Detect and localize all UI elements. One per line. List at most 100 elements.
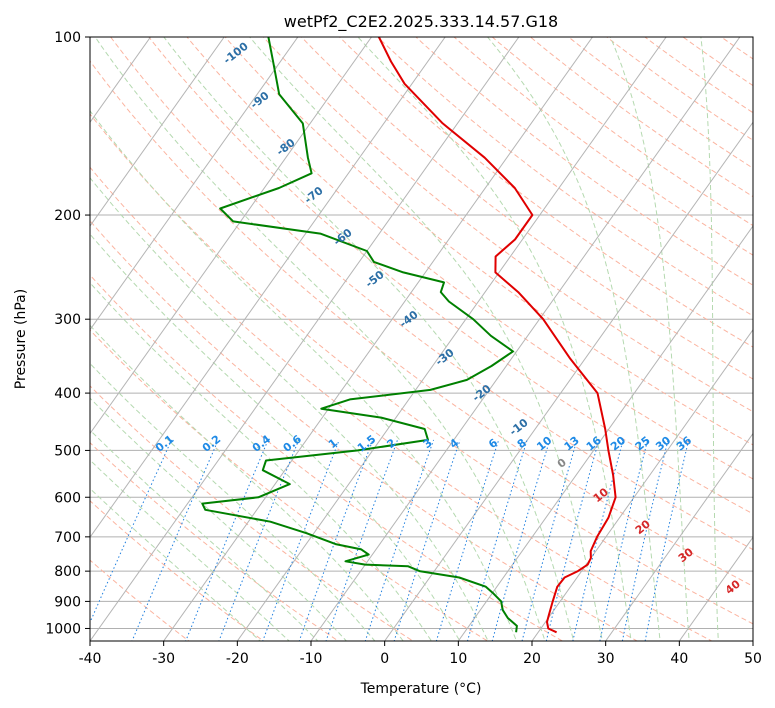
isotherm <box>90 37 299 331</box>
isotherm <box>605 432 753 641</box>
moist-adiabat <box>163 37 575 641</box>
mixing-ratio-label: 0.1 <box>153 433 176 455</box>
dry-adiabat <box>186 37 753 480</box>
moist-adiabat <box>90 487 261 641</box>
mixing-ratio-label: 6 <box>486 436 500 451</box>
moist-adiabat <box>90 110 518 641</box>
x-tick-label: 50 <box>744 651 762 667</box>
sounding-series <box>201 37 617 634</box>
isotherm <box>90 37 520 641</box>
moist-adiabat <box>700 37 719 641</box>
dry-adiabat <box>453 37 753 256</box>
dry-adiabat <box>90 113 753 625</box>
temperature-line <box>378 37 617 634</box>
y-axis: 100 200 300 400 500 600 700 800 900 1000 <box>45 30 90 637</box>
y-tick-label: 700 <box>54 530 81 546</box>
chart-title: wetPf2_C2E2.2025.333.14.57.G18 <box>284 12 558 32</box>
moist-adiabat-label: 40 <box>723 577 743 597</box>
moist-adiabat-label: 20 <box>633 517 653 537</box>
dry-adiabat <box>90 60 753 587</box>
isotherm <box>310 37 741 641</box>
moist-adiabat <box>609 37 690 641</box>
mixing-ratio-line <box>364 439 435 641</box>
dry-adiabat <box>529 37 753 198</box>
isotherm <box>0 24 13 653</box>
x-tick-label: -10 <box>300 651 323 667</box>
mixing-ratio-line <box>545 439 600 641</box>
dry-adiabat-label: -70 <box>302 184 326 207</box>
moist-adiabat <box>90 233 461 641</box>
isotherm <box>531 328 753 641</box>
mixing-ratio-line <box>466 439 528 641</box>
y-axis-title: Pressure (hPa) <box>13 289 29 389</box>
dry-adiabat-label: -80 <box>274 136 298 159</box>
mixing-ratio-line <box>325 439 398 641</box>
y-tick-label: 400 <box>54 386 81 402</box>
y-tick-label: 800 <box>54 564 81 580</box>
y-tick-label: 600 <box>54 490 81 506</box>
dry-adiabat <box>90 442 340 641</box>
dry-adiabat <box>90 274 564 641</box>
moist-adiabat-label: 10 <box>591 485 611 505</box>
dry-adiabat <box>148 37 753 515</box>
moist-adiabat <box>90 362 376 641</box>
dry-adiabat <box>740 24 775 653</box>
mixing-ratio-line <box>393 439 461 641</box>
moist-adiabat-label: 30 <box>676 545 696 565</box>
isotherm <box>90 37 373 435</box>
mixing-ratio-line <box>298 439 374 641</box>
mixing-ratio-line <box>218 439 300 641</box>
dry-adiabat-label: -90 <box>248 89 272 112</box>
mixing-ratio-line <box>521 439 578 641</box>
mixing-ratio-line <box>644 439 690 641</box>
y-tick-label: 500 <box>54 443 81 459</box>
mixing-ratio-label: 1.5 <box>355 433 378 455</box>
isotherm <box>752 640 753 641</box>
dry-adiabat <box>90 500 265 641</box>
dry-adiabat <box>90 329 489 641</box>
moist-adiabat <box>90 429 319 641</box>
y-tick-label: 100 <box>54 30 81 46</box>
moist-adiabat <box>90 459 290 641</box>
isotherm <box>384 121 753 641</box>
x-tick-label: -40 <box>79 651 102 667</box>
dry-adiabat <box>605 37 753 141</box>
plot-frame <box>89 36 754 642</box>
mixing-ratio-label: 0.4 <box>250 432 274 454</box>
y-tick-label: 900 <box>54 594 81 610</box>
dewpoint-line <box>201 37 518 633</box>
x-tick-label: 30 <box>597 651 615 667</box>
moist-adiabat <box>486 37 661 641</box>
dry-adiabat-label: -30 <box>433 346 457 369</box>
mixing-ratio-line <box>185 439 269 641</box>
dry-adiabat <box>415 37 753 286</box>
moist-adiabat <box>90 397 348 641</box>
dry-adiabat <box>90 166 713 641</box>
isobar-grid <box>90 36 753 629</box>
dry-adiabat <box>300 37 753 380</box>
mixing-ratio-line <box>435 439 500 641</box>
moist-adiabat <box>249 37 603 641</box>
mixing-ratio-line <box>491 439 551 641</box>
mixing-ratio-line <box>599 439 649 641</box>
mixing-ratio-label: 8 <box>515 436 529 451</box>
isotherm <box>236 37 667 641</box>
mixing-ratio-line <box>131 439 219 641</box>
dry-adiabat <box>110 37 753 551</box>
mixing-ratio-line <box>90 439 173 624</box>
line-labels: -100-90-80-70-60-50-40-30-20-100.1 0.2 0.4… <box>153 39 743 597</box>
dry-adiabat-label: -40 <box>397 308 421 331</box>
y-tick-label: 300 <box>54 312 81 328</box>
mixing-ratio-label: 0.6 <box>281 432 305 454</box>
dry-adiabat-label: -100 <box>221 39 251 66</box>
dry-adiabat <box>90 220 639 641</box>
isotherm <box>90 37 225 227</box>
mixing-ratio-line <box>621 439 669 641</box>
x-tick-label: 0 <box>380 651 389 667</box>
dry-adiabat <box>90 385 414 641</box>
dry-adiabat-label: -10 <box>507 416 531 439</box>
dry-adiabat-label: -50 <box>363 268 387 291</box>
y-tick-label: 200 <box>54 208 81 224</box>
dry-adiabat <box>262 37 753 413</box>
x-tick-label: -20 <box>226 651 249 667</box>
